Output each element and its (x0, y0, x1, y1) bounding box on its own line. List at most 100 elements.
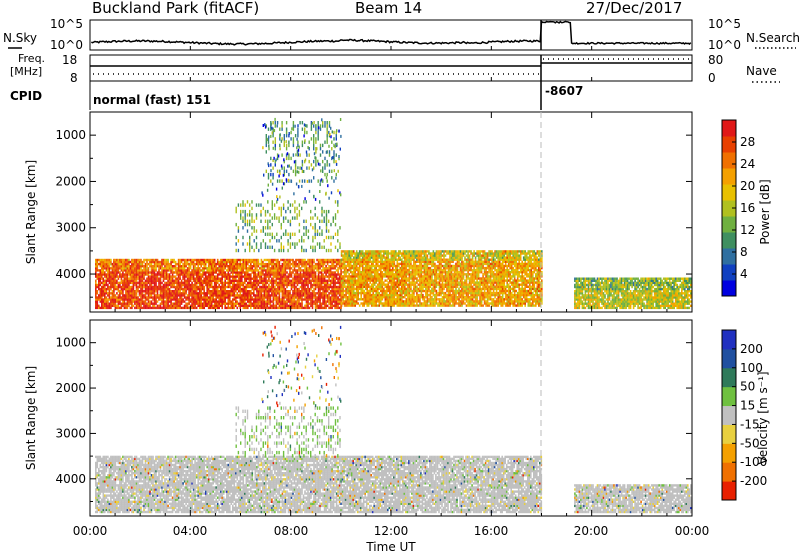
power-cell (222, 294, 225, 297)
power-cell (292, 302, 294, 305)
power-cell (363, 256, 365, 259)
power-cell (404, 285, 406, 288)
power-cell (425, 275, 427, 278)
power-cell (348, 275, 350, 278)
power-cell (132, 279, 135, 282)
power-cell (352, 283, 355, 286)
power-cell (386, 302, 388, 305)
power-cell (298, 273, 300, 276)
power-cell (198, 258, 201, 262)
power-cell (155, 281, 157, 285)
power-cell (144, 296, 147, 299)
power-cell (323, 281, 326, 285)
power-cell (420, 279, 423, 282)
power-cell (286, 279, 288, 282)
power-cell (332, 262, 335, 266)
power-cell (413, 256, 415, 259)
power-cell (340, 285, 343, 288)
power-cell (426, 279, 429, 282)
power-cell (302, 260, 305, 264)
power-cell (399, 298, 402, 301)
power-cell (216, 290, 219, 293)
power-cell (265, 292, 267, 295)
power-cell (351, 258, 353, 261)
power-cell (238, 283, 240, 287)
power-cell (384, 304, 387, 307)
power-cell (203, 304, 205, 307)
power-cell (235, 300, 237, 303)
power-cell (183, 267, 186, 270)
power-cell (129, 300, 132, 303)
power-cell (360, 271, 362, 274)
power-cell (370, 285, 373, 288)
power-cell (120, 306, 123, 310)
power-cell (296, 306, 299, 310)
power-cell (218, 296, 220, 299)
power-cell (432, 252, 435, 255)
power-cell (407, 260, 409, 263)
power-cell (429, 293, 432, 297)
power-cell (357, 281, 359, 284)
power-cell (153, 283, 156, 287)
power-cell (358, 256, 361, 259)
power-cell (392, 271, 394, 274)
power-cell (393, 258, 396, 261)
power-cell (405, 266, 408, 270)
power-cell (316, 296, 318, 299)
power-cell (104, 302, 106, 305)
power-cell (189, 265, 192, 268)
power-cell (176, 281, 178, 285)
power-cell (150, 300, 153, 303)
power-cell (254, 271, 257, 274)
power-cell (194, 300, 196, 303)
power-cell (290, 298, 293, 301)
power-cell (310, 294, 312, 297)
power-cell (357, 302, 359, 305)
power-cell (114, 287, 117, 291)
power-cell (132, 294, 135, 297)
power-cell (203, 306, 205, 310)
power-cell (398, 254, 400, 257)
power-cell (232, 298, 234, 301)
power-cell (416, 254, 418, 257)
power-cell (168, 290, 171, 293)
power-cell (141, 290, 144, 293)
power-cell (222, 281, 225, 285)
power-cell (183, 281, 186, 285)
power-cell (107, 265, 109, 268)
power-cell (319, 279, 321, 282)
power-cell (407, 250, 409, 253)
power-cell (197, 267, 199, 270)
power-cell (153, 262, 156, 266)
power-cell (164, 262, 166, 266)
power-cell (399, 279, 402, 282)
power-cell (140, 271, 142, 274)
power-cell (102, 287, 105, 291)
power-cell (207, 277, 210, 280)
power-cell (304, 296, 306, 299)
power-cell (134, 271, 136, 274)
power-cell (338, 260, 341, 264)
sky-right-tick-bottom: 10^0 (708, 38, 741, 52)
power-cell (263, 304, 266, 307)
power-cell (310, 281, 312, 285)
power-cell (253, 302, 255, 305)
power-cell (319, 290, 321, 293)
power-cell (230, 306, 233, 310)
power-cell (105, 260, 108, 264)
power-cell (268, 302, 270, 305)
power-cell (260, 273, 263, 276)
power-cell (236, 287, 239, 291)
power-cell (305, 279, 308, 282)
power-cell (417, 268, 420, 272)
power-cell (233, 269, 236, 272)
power-cell (346, 260, 349, 263)
power-cell (319, 302, 321, 305)
power-cell (314, 302, 317, 305)
power-cell (192, 271, 195, 274)
power-cell (268, 277, 270, 280)
power-cell (311, 275, 314, 278)
power-cell (295, 271, 297, 274)
power-cell (254, 281, 257, 285)
power-cell (144, 300, 147, 303)
